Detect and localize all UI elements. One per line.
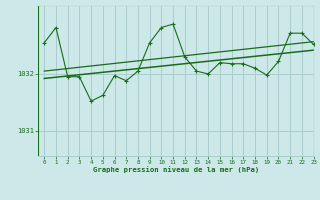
X-axis label: Graphe pression niveau de la mer (hPa): Graphe pression niveau de la mer (hPa) — [93, 167, 259, 173]
